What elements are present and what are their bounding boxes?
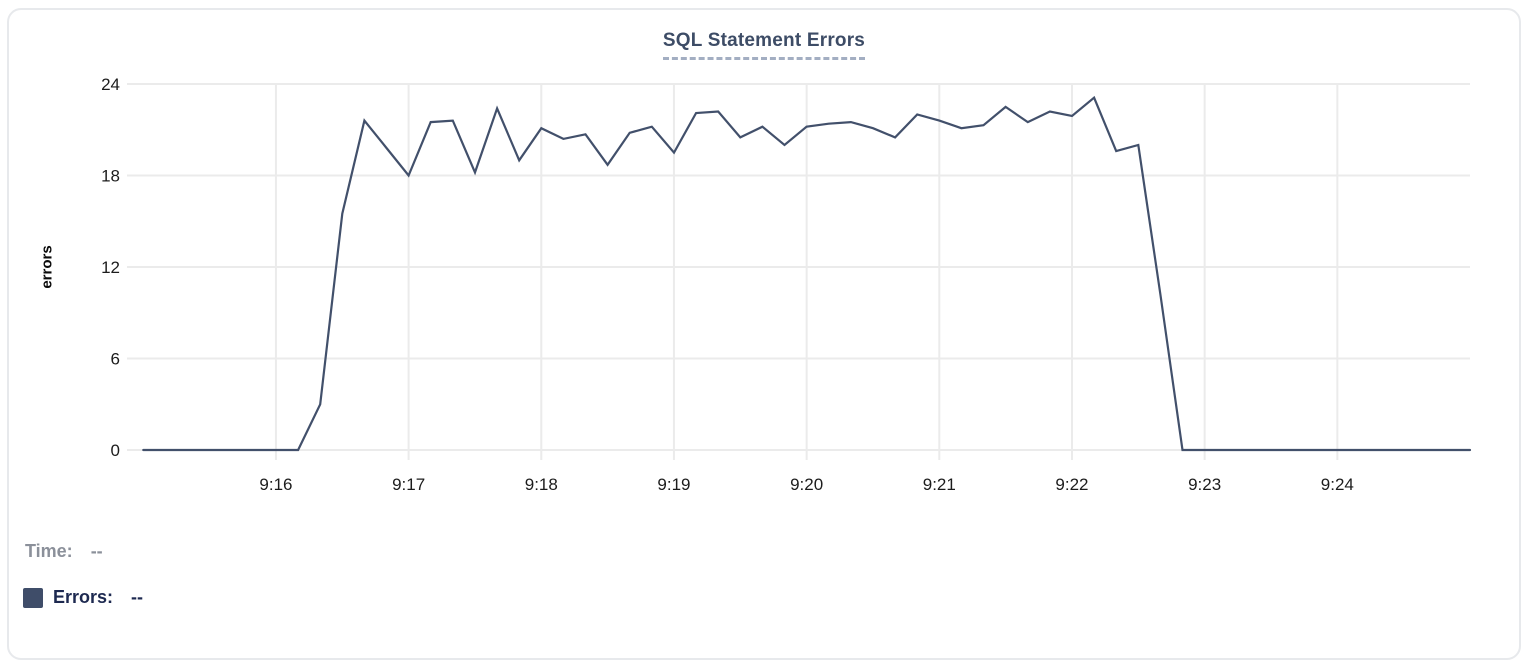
time-value: -- [90,541,103,561]
time-label: Time: [25,541,73,561]
y-axis-label: errors [38,245,56,289]
line-chart-plot[interactable]: 0 6 12 18 24 9:16 9:17 9:18 9:19 9:20 9:21 9:22 9:23… [0,0,1528,520]
y-tick-label: 18 [101,167,120,186]
errors-value: -- [131,587,144,607]
errors-label: Errors: [53,587,114,607]
x-tick-label: 9:21 [923,475,956,494]
hover-readout-time: Time: -- [25,541,103,562]
x-tick-label: 9:22 [1055,475,1088,494]
chart-title[interactable]: SQL Statement Errors [662,30,866,60]
y-tick-label: 24 [101,75,120,94]
y-tick-label: 12 [101,258,120,277]
hover-readout-errors: Errors: -- [23,587,143,608]
y-tick-label: 0 [111,441,120,460]
y-tick-label: 6 [111,350,120,369]
x-tick-label: 9:19 [657,475,690,494]
x-tick-label: 9:17 [392,475,425,494]
x-tick-label: 9:23 [1188,475,1221,494]
chart-card [7,8,1521,660]
x-tick-label: 9:18 [525,475,558,494]
x-tick-label: 9:16 [259,475,292,494]
chart-header: SQL Statement Errors [0,30,1528,60]
errors-series-swatch [23,587,43,608]
series-line-errors[interactable] [142,95,1472,452]
x-tick-label: 9:24 [1321,475,1354,494]
x-tick-label: 9:20 [790,475,823,494]
